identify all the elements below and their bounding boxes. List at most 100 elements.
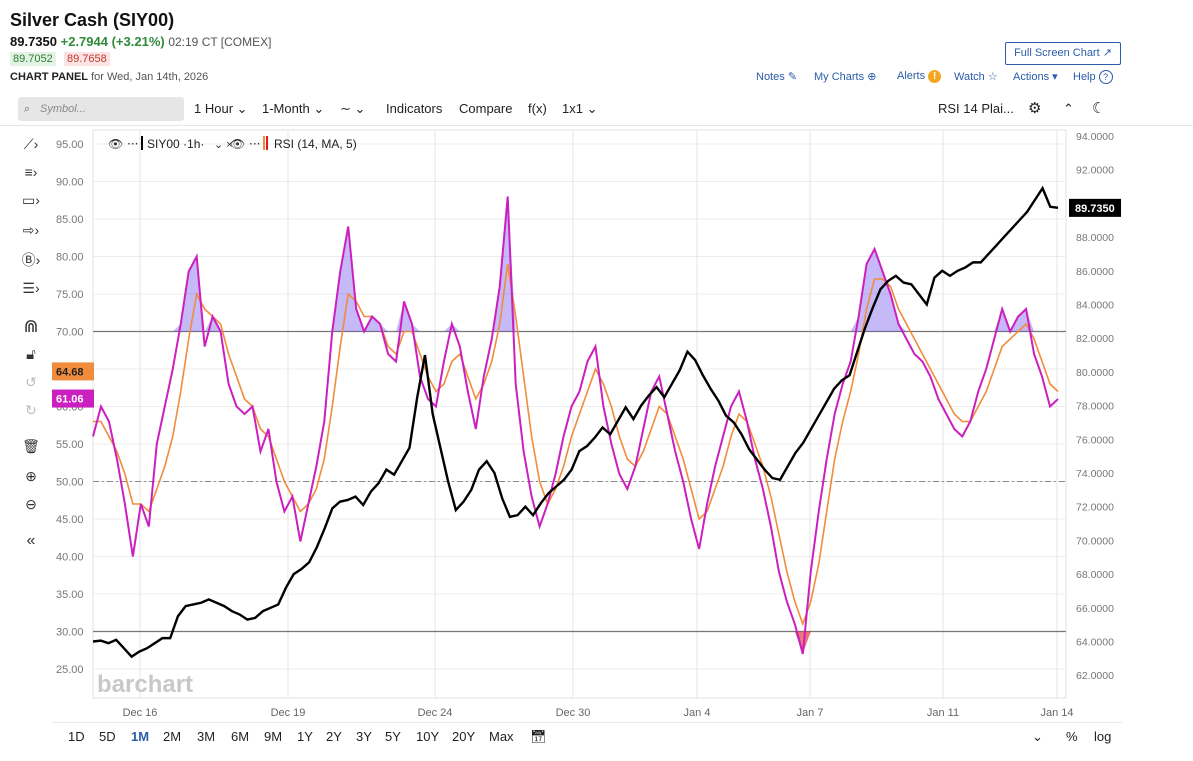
redo-icon[interactable]: ↻ [25, 402, 37, 418]
right-tick-label: 82.0000 [1076, 333, 1114, 345]
unlock-icon[interactable]: 🔓︎ [26, 346, 36, 363]
actions-menu[interactable]: Actions ▾ [1013, 70, 1058, 83]
right-axis: 94.000092.000090.000088.000086.000084.00… [1076, 131, 1114, 682]
left-axis: 95.0090.0085.0080.0075.0070.0065.0060.00… [56, 139, 84, 676]
trend-line-tool-icon[interactable]: ⟋› [23, 136, 39, 152]
layout-dropdown[interactable]: 1x1 ⌄ [562, 101, 598, 117]
study-selector[interactable]: RSI 14 Plai... [938, 101, 1014, 116]
left-tick-label: 90.00 [56, 177, 84, 189]
range-dropdown[interactable]: 1-Month ⌄ [262, 101, 324, 117]
x-tick-label: Jan 7 [797, 707, 824, 719]
panel-date: for Wed, Jan 14th, 2026 [91, 71, 209, 83]
price-change: +2.7944 (+3.21%) [60, 34, 165, 49]
range-button-20y[interactable]: 20Y [452, 729, 476, 744]
right-tick-label: 76.0000 [1076, 434, 1114, 446]
indicators-button[interactable]: Indicators [386, 101, 443, 116]
quote-time: 02:19 CT [COMEX] [168, 35, 272, 49]
left-tick-label: 95.00 [56, 139, 84, 151]
notes-link[interactable]: Notes ✎ [756, 70, 797, 83]
range-label: 1-Month [262, 101, 310, 116]
search-icon: ⌕ [24, 103, 31, 115]
range-button-3m[interactable]: 3M [197, 729, 216, 744]
range-button-max[interactable]: Max [489, 729, 514, 744]
help-link[interactable]: Help ? [1073, 70, 1113, 84]
range-button-9m[interactable]: 9M [264, 729, 283, 744]
dark-mode-moon-icon[interactable]: ☾ [1092, 100, 1106, 117]
left-tick-label: 25.00 [56, 664, 84, 676]
undo-icon[interactable]: ↺ [25, 374, 37, 390]
arrow-tool-icon[interactable]: ⇨› [22, 222, 40, 238]
alerts-link[interactable]: Alerts ! [897, 70, 942, 83]
x-tick-label: Dec 19 [271, 707, 306, 719]
caret-down-icon: ▾ [1052, 71, 1058, 83]
chart-type-dropdown[interactable]: ∼ ⌄ [340, 101, 365, 117]
percent-toggle[interactable]: % [1066, 729, 1078, 744]
chevron-down-icon: ⌄ [313, 101, 325, 116]
fibonacci-tool-icon[interactable]: ≡› [24, 164, 38, 180]
interval-dropdown[interactable]: 1 Hour ⌄ [194, 101, 248, 117]
rsi-fills [172, 196, 1035, 654]
left-tick-label: 30.00 [56, 627, 84, 639]
trash-icon[interactable]: 🗑︎ [22, 438, 40, 454]
collapse-sidebar-icon[interactable]: « [26, 532, 36, 549]
right-tick-label: 64.0000 [1076, 637, 1114, 649]
x-tick-label: Jan 14 [1040, 707, 1073, 719]
layout-label: 1x1 [562, 101, 583, 116]
price-chart[interactable]: 95.0090.0085.0080.0075.0070.0065.0060.00… [0, 126, 1193, 722]
interval-label: 1 Hour [194, 101, 234, 116]
symbol-search-input[interactable]: ⌕ Symbol... [18, 97, 184, 121]
chevron-down-icon[interactable]: ⌄ × [214, 139, 233, 151]
left-tick-label: 80.00 [56, 252, 84, 264]
plot-frame [92, 129, 1067, 699]
legend-study-swatch-2 [266, 136, 268, 150]
left-tick-label: 70.00 [56, 327, 84, 339]
text-tool-icon[interactable]: ☰› [22, 280, 40, 296]
my-charts-link[interactable]: My Charts ⊕ [814, 70, 876, 83]
range-button-1y[interactable]: 1Y [297, 729, 313, 744]
left-tick-label: 85.00 [56, 214, 84, 226]
range-button-1d[interactable]: 1D [68, 729, 85, 744]
calendar-icon[interactable]: 📅︎ [530, 729, 547, 744]
range-button-5y[interactable]: 5Y [385, 729, 401, 744]
legend-study-label: RSI (14, MA, 5) [274, 137, 357, 151]
right-tick-label: 74.0000 [1076, 468, 1114, 480]
range-button-10y[interactable]: 10Y [416, 729, 440, 744]
function-button[interactable]: f(x) [528, 101, 547, 116]
page-title: Silver Cash (SIY00) [10, 10, 175, 30]
visibility-eye-icon[interactable]: 👁︎ ··· [108, 137, 139, 151]
range-button-3y[interactable]: 3Y [356, 729, 372, 744]
range-button-5d[interactable]: 5D [99, 729, 116, 744]
chevron-double-down-icon[interactable]: ⌄ [1032, 729, 1043, 744]
pattern-tool-icon[interactable]: Ⓑ› [21, 252, 41, 268]
watch-link[interactable]: Watch ☆ [954, 70, 998, 83]
right-tick-label: 88.0000 [1076, 232, 1114, 244]
full-screen-chart-button[interactable]: Full Screen Chart ↗ [1005, 42, 1121, 65]
rsi-line [92, 196, 1059, 655]
zoom-in-icon[interactable]: ⊕ [25, 468, 37, 484]
collapse-up-icon[interactable]: ⌃ [1063, 101, 1074, 116]
plus-circle-icon: ⊕ [867, 71, 877, 83]
visibility-eye-icon[interactable]: 👁︎ ··· [230, 137, 261, 151]
edit-icon: ✎ [787, 71, 798, 83]
help-label: Help [1073, 71, 1096, 83]
range-button-2m[interactable]: 2M [163, 729, 182, 744]
settings-gear-icon[interactable]: ⚙ [1028, 100, 1042, 117]
actions-label: Actions [1013, 71, 1050, 83]
rectangle-tool-icon[interactable]: ▭› [22, 192, 40, 208]
panel-title: CHART PANEL [10, 71, 89, 83]
log-toggle[interactable]: log [1094, 729, 1112, 744]
notes-label: Notes [756, 71, 785, 83]
left-tick-label: 35.00 [56, 589, 84, 601]
chart-legend: 👁︎ ··· SIY00 ·1h· ⌄ × 👁︎ ··· RSI (14, MA… [108, 136, 357, 151]
range-button-6m[interactable]: 6M [231, 729, 250, 744]
left-tick-label: 50.00 [56, 477, 84, 489]
rsi-overbought-fill [188, 256, 197, 332]
right-tick-label: 94.0000 [1076, 131, 1114, 143]
range-button-1m[interactable]: 1M [131, 729, 150, 744]
range-button-2y[interactable]: 2Y [326, 729, 342, 744]
x-tick-label: Dec 30 [556, 707, 591, 719]
magnet-icon[interactable]: ⋒ [23, 316, 39, 336]
left-tick-label: 40.00 [56, 552, 84, 564]
compare-button[interactable]: Compare [459, 101, 513, 116]
zoom-out-icon[interactable]: ⊖ [25, 496, 37, 512]
